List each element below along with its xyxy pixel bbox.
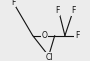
Text: F: F <box>11 0 16 7</box>
Text: F: F <box>72 6 76 15</box>
Text: O: O <box>42 31 48 40</box>
Text: F: F <box>55 6 60 15</box>
Text: F: F <box>47 59 51 61</box>
Text: F: F <box>75 31 79 40</box>
Text: Cl: Cl <box>46 53 53 61</box>
